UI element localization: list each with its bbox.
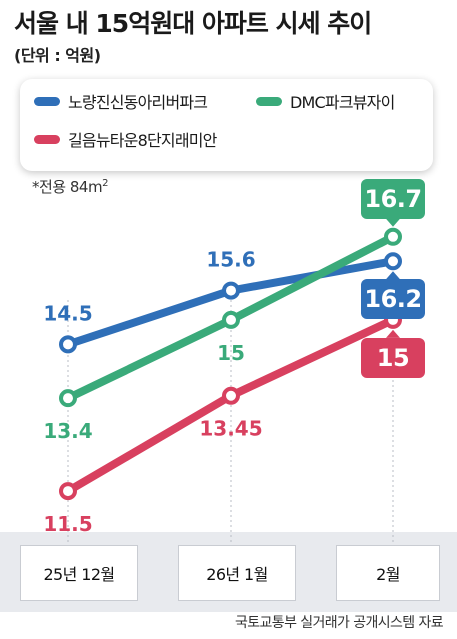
chart-subtitle: (단위 : 억원) <box>14 46 101 65</box>
legend-item-dmc: DMC파크뷰자이 <box>256 89 395 113</box>
point-noryangjin-2 <box>384 252 402 271</box>
data-label-gireum-0: 11.5 <box>43 512 92 536</box>
callout-pointer-dmc <box>386 218 400 227</box>
unit-note-text: *전용 84m <box>32 178 103 196</box>
point-dmc-2 <box>384 227 402 246</box>
legend-swatch-gireum <box>34 134 60 144</box>
chart-title: 서울 내 15억원대 아파트 시세 추이 <box>14 9 372 38</box>
legend-label-gireum: 길음뉴타운8단지래미안 <box>68 131 217 150</box>
legend-swatch-dmc <box>256 96 282 106</box>
point-dmc-0 <box>59 389 77 408</box>
data-label-gireum-1: 13.45 <box>199 417 262 441</box>
unit-note: *전용 84m2 <box>32 176 108 197</box>
legend-swatch-noryangjin <box>34 96 60 106</box>
x-tick-label-0: 25년 12월 <box>20 545 138 601</box>
point-dmc-1 <box>222 310 240 329</box>
legend-label-dmc: DMC파크뷰자이 <box>290 93 395 112</box>
legend: 노량진신동아리버파크 DMC파크뷰자이 길음뉴타운8단지래미안 <box>20 79 433 171</box>
legend-item-noryangjin: 노량진신동아리버파크 <box>34 89 208 113</box>
data-label-gireum-2: 15 <box>361 337 425 378</box>
callout-pointer-gireum <box>386 329 400 338</box>
legend-item-gireum: 길음뉴타운8단지래미안 <box>34 127 217 151</box>
data-label-noryangjin-1: 15.6 <box>206 248 255 272</box>
data-label-noryangjin-2: 16.2 <box>361 279 425 320</box>
data-label-noryangjin-0: 14.5 <box>43 301 92 325</box>
x-tick-label-1: 26년 1월 <box>178 545 296 601</box>
legend-label-noryangjin: 노량진신동아리버파크 <box>68 93 208 112</box>
unit-note-superscript: 2 <box>102 178 108 189</box>
x-tick-label-2: 2월 <box>336 545 440 601</box>
point-gireum-1 <box>222 386 240 405</box>
data-label-dmc-2: 16.7 <box>361 178 425 219</box>
point-noryangjin-0 <box>59 335 77 354</box>
source-note: 국토교통부 실거래가 공개시스템 자료 <box>234 615 444 631</box>
point-noryangjin-1 <box>222 281 240 300</box>
point-gireum-0 <box>59 482 77 501</box>
callout-pointer-noryangjin <box>386 271 400 280</box>
data-label-dmc-0: 13.4 <box>43 419 92 443</box>
data-label-dmc-1: 15 <box>217 341 245 365</box>
